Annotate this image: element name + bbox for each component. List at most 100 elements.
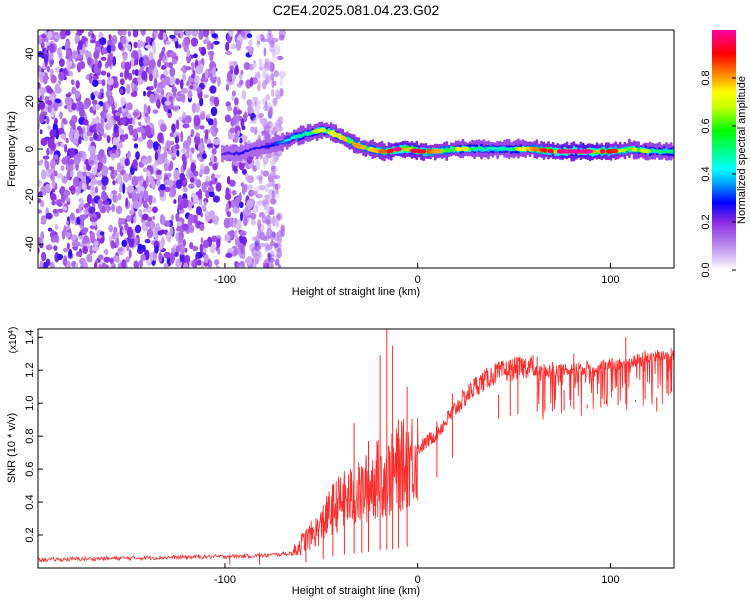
noise-blob [60, 142, 65, 148]
noise-blob [115, 111, 121, 117]
noise-blob [270, 48, 276, 53]
noise-blob [99, 37, 107, 46]
noise-blob [231, 90, 236, 97]
noise-blob [63, 247, 68, 253]
noise-blob [223, 217, 231, 229]
noise-blob [215, 264, 220, 268]
ridge-peak [331, 133, 342, 138]
noise-blob [270, 217, 277, 225]
noise-blob [236, 109, 243, 115]
noise-blob [241, 90, 247, 100]
ridge-cell [285, 138, 289, 142]
noise-blob [76, 152, 83, 158]
noise-blob [238, 235, 243, 243]
ridge-cell [274, 141, 277, 145]
snr-y-label: SNR (10 * v/v) [6, 413, 18, 483]
noise-blob [269, 169, 275, 176]
noise-blob [184, 38, 189, 47]
noise-blob [163, 251, 171, 259]
noise-blob [226, 211, 231, 218]
noise-blob [38, 209, 42, 214]
noise-blob [139, 259, 143, 268]
noise-blob [54, 84, 60, 93]
noise-blob [106, 72, 111, 78]
noise-blob [157, 230, 164, 236]
noise-blob [188, 183, 195, 189]
noise-blob [123, 52, 127, 61]
noise-blob [225, 83, 229, 91]
noise-blob [142, 208, 147, 213]
noise-blob [93, 240, 99, 247]
noise-blob [115, 205, 123, 215]
noise-blob [137, 137, 144, 142]
noise-blob [66, 242, 70, 250]
ridge-cell [292, 136, 296, 140]
noise-blob [91, 33, 95, 39]
noise-blob [119, 225, 124, 237]
noise-blob [38, 100, 46, 110]
noise-blob [39, 112, 45, 124]
noise-blob [140, 254, 146, 261]
ridge-cell [278, 141, 282, 145]
noise-blob [94, 155, 98, 166]
noise-blob [194, 134, 201, 145]
noise-blob [149, 175, 154, 186]
noise-blob [126, 245, 130, 252]
noise-blob [213, 40, 220, 45]
noise-blob [200, 46, 207, 56]
noise-blob [250, 220, 256, 226]
noise-blob [204, 181, 210, 187]
noise-blob [234, 196, 241, 208]
noise-blob [200, 237, 204, 244]
ridge-cell [496, 147, 499, 151]
noise-blob [153, 66, 157, 76]
noise-blob [182, 112, 187, 118]
noise-blob [254, 72, 258, 79]
ridge-cell [260, 145, 264, 149]
noise-blob [238, 201, 244, 209]
noise-blob [50, 158, 56, 170]
noise-blob [205, 210, 210, 217]
noise-blob [110, 240, 115, 249]
noise-blob [227, 71, 232, 82]
noise-blob [188, 213, 195, 223]
noise-blob [92, 104, 97, 111]
noise-blob [160, 65, 167, 70]
noise-blob [71, 86, 76, 95]
noise-blob [264, 219, 271, 225]
noise-blob [262, 170, 270, 177]
noise-blob [128, 192, 133, 199]
ridge-cell [475, 146, 479, 150]
noise-blob [176, 149, 180, 157]
noise-blob [186, 49, 191, 58]
ridge-cell [288, 138, 291, 141]
noise-blob [189, 177, 195, 183]
noise-blob [244, 111, 248, 121]
noise-blob [108, 34, 112, 40]
noise-blob [108, 166, 115, 171]
ridge-cell [503, 147, 506, 151]
noise-blob [227, 247, 235, 252]
noise-blob [169, 34, 176, 39]
noise-blob [88, 159, 95, 165]
noise-blob [267, 35, 274, 45]
noise-blob [134, 224, 142, 234]
noise-blob [209, 180, 213, 188]
snr-y-scale-label: (x104) [8, 327, 20, 354]
noise-blob [185, 30, 192, 37]
noise-blob [252, 252, 257, 263]
noise-blob [127, 236, 131, 243]
noise-blob [79, 30, 84, 34]
noise-blob [162, 145, 167, 152]
noise-blob [262, 155, 269, 165]
noise-blob [163, 220, 171, 227]
noise-blob [262, 235, 268, 241]
noise-blob [88, 145, 92, 152]
spectrogram-x-axis: -100 0 100 [214, 263, 620, 286]
noise-blob [70, 118, 73, 127]
noise-blob [152, 43, 156, 55]
noise-blob [49, 53, 54, 60]
noise-blob [47, 125, 51, 130]
noise-blob [240, 211, 243, 222]
noise-blob [76, 170, 83, 181]
